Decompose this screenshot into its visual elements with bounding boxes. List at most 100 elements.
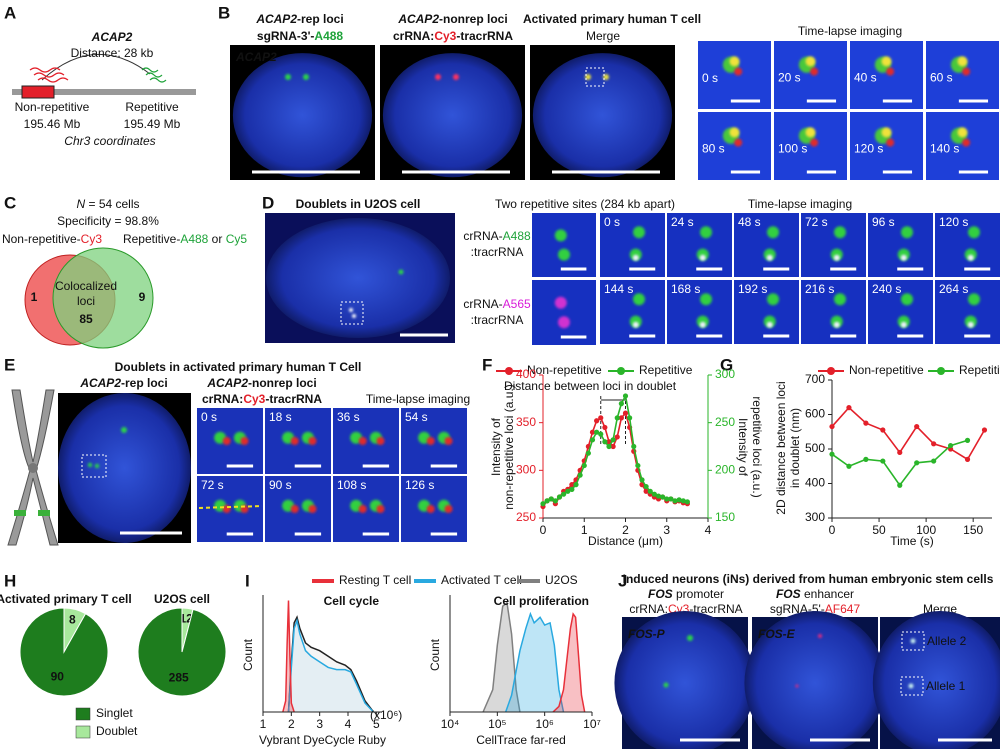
data-point — [635, 462, 641, 469]
signal-spot — [962, 138, 971, 147]
pie-value-label: 8 — [69, 612, 76, 626]
x-axis-label: Vybrant DyeCycle Ruby — [259, 733, 386, 747]
time-label: 168 s — [671, 282, 700, 296]
data-point — [981, 427, 988, 433]
time-label: 100 s — [778, 142, 807, 156]
signal-spot — [763, 248, 776, 261]
signal-spot — [763, 315, 776, 328]
time-label: 36 s — [337, 410, 360, 424]
annotation: Distance between loci in doublet — [504, 379, 677, 393]
row-label: :tracrRNA — [471, 245, 524, 259]
time-label: 108 s — [337, 478, 366, 492]
signal-spot — [881, 127, 892, 138]
timelapse-tile — [667, 213, 732, 277]
data-point — [631, 443, 637, 450]
signal-spot — [830, 248, 843, 261]
signal-spot — [554, 229, 567, 242]
column-header-part: Cy3 — [434, 29, 456, 43]
row-label: crRNA-A565 — [463, 297, 531, 311]
timelapse-tile — [850, 41, 923, 109]
time-label: 0 s — [201, 410, 217, 424]
y-axis-label: Count — [241, 638, 255, 671]
data-point — [947, 442, 954, 449]
chart-title: Cell proliferation — [494, 594, 589, 608]
histogram-line — [482, 601, 521, 713]
signal-spot — [900, 254, 907, 261]
data-point — [544, 498, 550, 504]
y-tick-label: 200 — [715, 463, 735, 477]
time-label: 126 s — [405, 478, 434, 492]
sgrna-green — [145, 72, 163, 78]
column-header-part: -tracrRNA — [689, 602, 742, 616]
signal-spot — [910, 638, 916, 644]
signal-spot — [444, 505, 453, 513]
data-point — [602, 439, 608, 445]
data-point — [676, 497, 682, 503]
y-tick-label: 300 — [516, 463, 536, 477]
time-label: 240 s — [872, 282, 901, 296]
signal-spot — [908, 683, 914, 689]
signal-spot — [633, 293, 645, 306]
data-point — [897, 449, 903, 456]
time-label: 0 s — [604, 215, 620, 229]
timelapse-tile — [868, 213, 933, 277]
data-point — [589, 429, 596, 435]
data-point — [931, 458, 937, 464]
site-name: Non-repetitive — [15, 100, 90, 114]
data-point — [897, 482, 903, 488]
signal-spot — [957, 56, 968, 67]
data-point — [880, 427, 886, 433]
non-repetitive-site — [21, 85, 55, 99]
panel-title: Activated primary human T cell — [523, 12, 701, 26]
signal-spot — [968, 226, 980, 239]
time-label: 72 s — [805, 215, 828, 229]
column-header-part: sgRNA-3'- — [257, 29, 315, 43]
legend-label: Doublet — [96, 724, 138, 738]
histogram-line — [504, 611, 565, 713]
x-axis-unit: (x10⁶) — [370, 708, 402, 722]
signal-spot — [964, 315, 977, 328]
signal-spot — [629, 315, 642, 328]
data-point — [594, 429, 600, 435]
signal-spot — [766, 321, 773, 328]
crrna-red — [33, 72, 65, 78]
nucleus — [232, 53, 373, 178]
x-tick-label: 100 — [916, 523, 936, 537]
site-name: Repetitive — [125, 100, 179, 114]
legend-label: Non-repetitive — [527, 363, 602, 377]
allele-label: Allele 1 — [926, 679, 966, 693]
data-point — [622, 393, 629, 399]
data-point — [655, 493, 662, 499]
x-tick-label: 0 — [829, 523, 836, 537]
data-point — [964, 437, 971, 443]
column-header-part: Cy3 — [243, 392, 265, 406]
set-label: Repetitive-A488 or Cy5 — [123, 232, 247, 246]
pie-value-label: 285 — [169, 670, 189, 684]
signal-spot — [558, 248, 570, 261]
timelapse-tile — [774, 112, 847, 180]
allele-label: Allele 2 — [927, 634, 967, 648]
time-label: 264 s — [939, 282, 968, 296]
signal-spot — [766, 254, 773, 261]
venn-count: 85 — [79, 312, 93, 326]
x-axis-label: CellTrace far-red — [476, 733, 566, 747]
column-header-part: -tracrRNA — [456, 29, 513, 43]
histogram-area — [505, 613, 564, 712]
signal-spot — [290, 437, 299, 445]
row-label-part: A565 — [503, 297, 531, 311]
sgrna-green — [149, 77, 167, 83]
venn-label: Colocalized — [55, 279, 117, 293]
panel-letter: B — [218, 3, 230, 22]
y-tick-label: 350 — [516, 415, 536, 429]
x-tick-label: 10⁶ — [536, 717, 554, 731]
distance-arc — [41, 54, 151, 81]
data-point — [622, 410, 629, 416]
signal-spot — [886, 67, 895, 76]
x-tick-label: 150 — [963, 523, 983, 537]
nucleus — [614, 611, 756, 749]
time-label: 216 s — [805, 282, 834, 296]
data-point — [846, 463, 852, 469]
legend-swatch — [75, 725, 91, 739]
timelapse-tile — [532, 213, 596, 277]
timelapse-tile — [850, 112, 923, 180]
